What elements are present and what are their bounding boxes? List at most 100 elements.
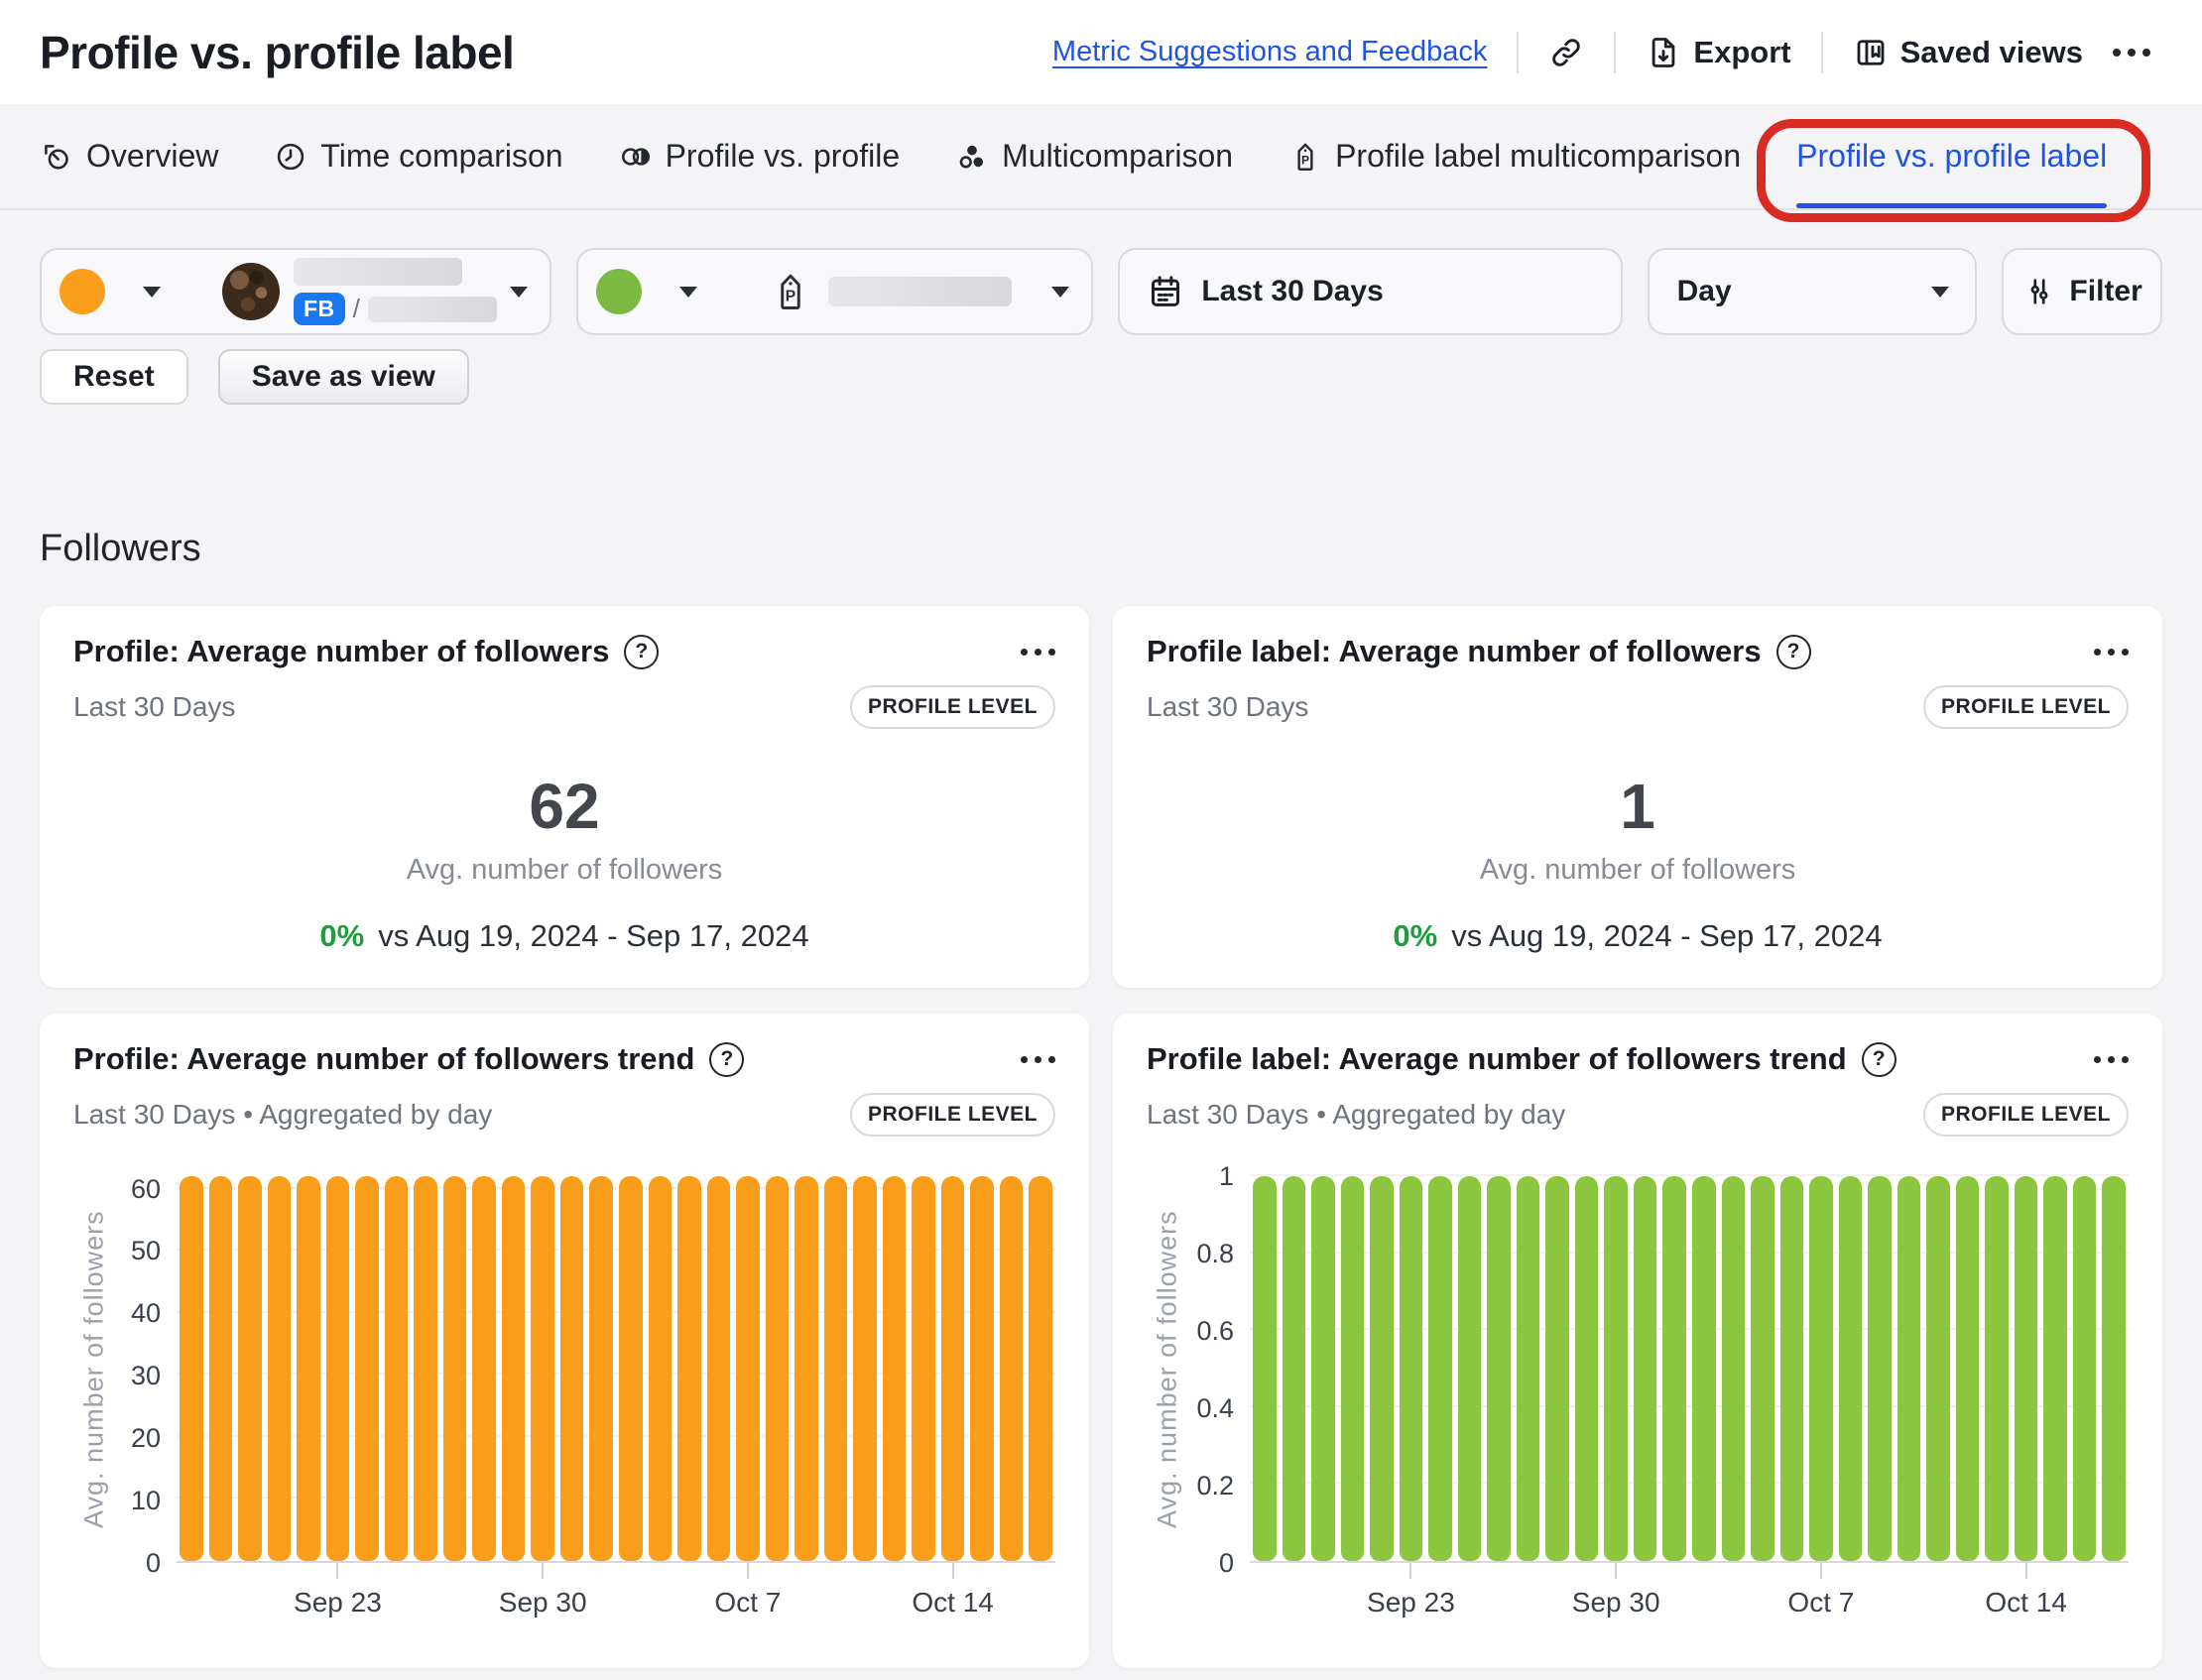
bar-oct-9[interactable] xyxy=(1868,1176,1892,1561)
label-color-swatch[interactable] xyxy=(596,269,642,314)
tab-label: Time comparison xyxy=(320,138,562,175)
tab-profile-label-multicomparison[interactable]: P Profile label multicomparison xyxy=(1288,104,1741,208)
bar-sep-18[interactable] xyxy=(1253,1176,1277,1561)
card-menu-ellipsis-icon[interactable] xyxy=(1021,1056,1055,1063)
card-menu-ellipsis-icon[interactable] xyxy=(1021,649,1055,656)
bar-chart-profile-followers-trend: Avg. number of followers 0102030405060 S… xyxy=(73,1176,1055,1628)
bar-sep-30[interactable] xyxy=(1604,1176,1628,1561)
help-icon[interactable] xyxy=(709,1042,744,1077)
bar-sep-21[interactable] xyxy=(1341,1176,1365,1561)
bar-sep-24[interactable] xyxy=(355,1176,379,1561)
bar-oct-3[interactable] xyxy=(1692,1176,1716,1561)
bar-oct-11[interactable] xyxy=(853,1176,877,1561)
bar-sep-20[interactable] xyxy=(1311,1176,1335,1561)
help-icon[interactable] xyxy=(624,635,659,669)
y-axis-tick-label: 30 xyxy=(131,1362,161,1389)
bar-oct-10[interactable] xyxy=(824,1176,848,1561)
tab-time-comparison[interactable]: Time comparison xyxy=(274,104,562,208)
card-menu-ellipsis-icon[interactable] xyxy=(2094,1056,2129,1063)
profile-selector[interactable]: FB / xyxy=(40,248,551,335)
bar-sep-25[interactable] xyxy=(1458,1176,1482,1561)
bar-sep-18[interactable] xyxy=(180,1176,203,1561)
bar-oct-9[interactable] xyxy=(795,1176,818,1561)
date-range-selector[interactable]: Last 30 Days xyxy=(1118,248,1622,335)
bar-oct-10[interactable] xyxy=(1897,1176,1921,1561)
save-as-view-button[interactable]: Save as view xyxy=(218,349,469,405)
bar-sep-28[interactable] xyxy=(472,1176,496,1561)
bar-sep-21[interactable] xyxy=(268,1176,292,1561)
bar-oct-3[interactable] xyxy=(619,1176,643,1561)
bar-oct-4[interactable] xyxy=(649,1176,673,1561)
bar-oct-14[interactable] xyxy=(941,1176,965,1561)
bar-oct-12[interactable] xyxy=(883,1176,907,1561)
bar-sep-22[interactable] xyxy=(297,1176,320,1561)
bar-sep-25[interactable] xyxy=(385,1176,409,1561)
bar-oct-13[interactable] xyxy=(1985,1176,2009,1561)
y-axis-title: Avg. number of followers xyxy=(1147,1176,1188,1563)
bar-oct-2[interactable] xyxy=(589,1176,613,1561)
tab-overview[interactable]: Overview xyxy=(40,104,218,208)
bar-sep-28[interactable] xyxy=(1545,1176,1569,1561)
bar-sep-19[interactable] xyxy=(209,1176,233,1561)
chevron-down-icon xyxy=(679,287,697,298)
profile-label-selector[interactable]: P xyxy=(576,248,1093,335)
bar-oct-17[interactable] xyxy=(2102,1176,2126,1561)
bar-oct-2[interactable] xyxy=(1662,1176,1686,1561)
bar-sep-19[interactable] xyxy=(1283,1176,1306,1561)
export-icon xyxy=(1646,35,1681,70)
export-button[interactable]: Export xyxy=(1646,35,1790,70)
bar-oct-8[interactable] xyxy=(1839,1176,1863,1561)
bar-sep-29[interactable] xyxy=(1575,1176,1599,1561)
redacted-text xyxy=(294,258,462,286)
bar-oct-13[interactable] xyxy=(912,1176,935,1561)
bar-sep-29[interactable] xyxy=(502,1176,526,1561)
bar-oct-5[interactable] xyxy=(1751,1176,1774,1561)
tab-profile-vs-profile-label[interactable]: Profile vs. profile label xyxy=(1796,104,2107,208)
tab-multicomparison[interactable]: Multicomparison xyxy=(955,104,1233,208)
x-axis: Sep 23Sep 30Oct 7Oct 14 xyxy=(177,1563,1055,1628)
date-range-value: Last 30 Days xyxy=(1201,275,1383,308)
metric-suggestions-link[interactable]: Metric Suggestions and Feedback xyxy=(1052,36,1487,68)
bar-oct-17[interactable] xyxy=(1029,1176,1052,1561)
bar-oct-6[interactable] xyxy=(707,1176,731,1561)
help-icon[interactable] xyxy=(1862,1042,1896,1077)
bar-sep-27[interactable] xyxy=(443,1176,467,1561)
filter-label: Filter xyxy=(2069,275,2141,308)
x-axis-tick xyxy=(952,1563,954,1579)
help-icon[interactable] xyxy=(1776,635,1811,669)
card-menu-ellipsis-icon[interactable] xyxy=(2094,649,2129,656)
redacted-text xyxy=(828,277,1012,306)
bar-oct-15[interactable] xyxy=(2043,1176,2067,1561)
filter-button[interactable]: Filter xyxy=(2002,248,2162,335)
bar-sep-24[interactable] xyxy=(1428,1176,1452,1561)
bar-oct-16[interactable] xyxy=(1000,1176,1024,1561)
bar-oct-1[interactable] xyxy=(1634,1176,1657,1561)
bar-sep-26[interactable] xyxy=(414,1176,437,1561)
bar-oct-11[interactable] xyxy=(1926,1176,1950,1561)
bar-oct-5[interactable] xyxy=(677,1176,701,1561)
bar-oct-14[interactable] xyxy=(2015,1176,2038,1561)
bar-sep-30[interactable] xyxy=(531,1176,554,1561)
copy-link-icon[interactable] xyxy=(1548,35,1584,70)
bar-oct-6[interactable] xyxy=(1780,1176,1804,1561)
granularity-selector[interactable]: Day xyxy=(1648,248,1978,335)
bar-oct-16[interactable] xyxy=(2073,1176,2097,1561)
header-more-ellipsis-icon[interactable] xyxy=(2113,49,2150,57)
bar-sep-20[interactable] xyxy=(238,1176,262,1561)
bar-oct-12[interactable] xyxy=(1956,1176,1980,1561)
bar-oct-4[interactable] xyxy=(1722,1176,1746,1561)
bar-oct-15[interactable] xyxy=(970,1176,994,1561)
bar-sep-23[interactable] xyxy=(326,1176,350,1561)
reset-button[interactable]: Reset xyxy=(40,349,188,405)
profile-color-swatch[interactable] xyxy=(60,269,105,314)
bar-sep-27[interactable] xyxy=(1517,1176,1540,1561)
bar-sep-23[interactable] xyxy=(1400,1176,1423,1561)
bar-oct-1[interactable] xyxy=(560,1176,584,1561)
bar-oct-7[interactable] xyxy=(736,1176,760,1561)
bar-oct-7[interactable] xyxy=(1809,1176,1833,1561)
bar-oct-8[interactable] xyxy=(766,1176,790,1561)
saved-views-button[interactable]: Saved views xyxy=(1853,35,2083,70)
tab-profile-vs-profile[interactable]: Profile vs. profile xyxy=(619,104,901,208)
bar-sep-26[interactable] xyxy=(1487,1176,1511,1561)
bar-sep-22[interactable] xyxy=(1370,1176,1394,1561)
